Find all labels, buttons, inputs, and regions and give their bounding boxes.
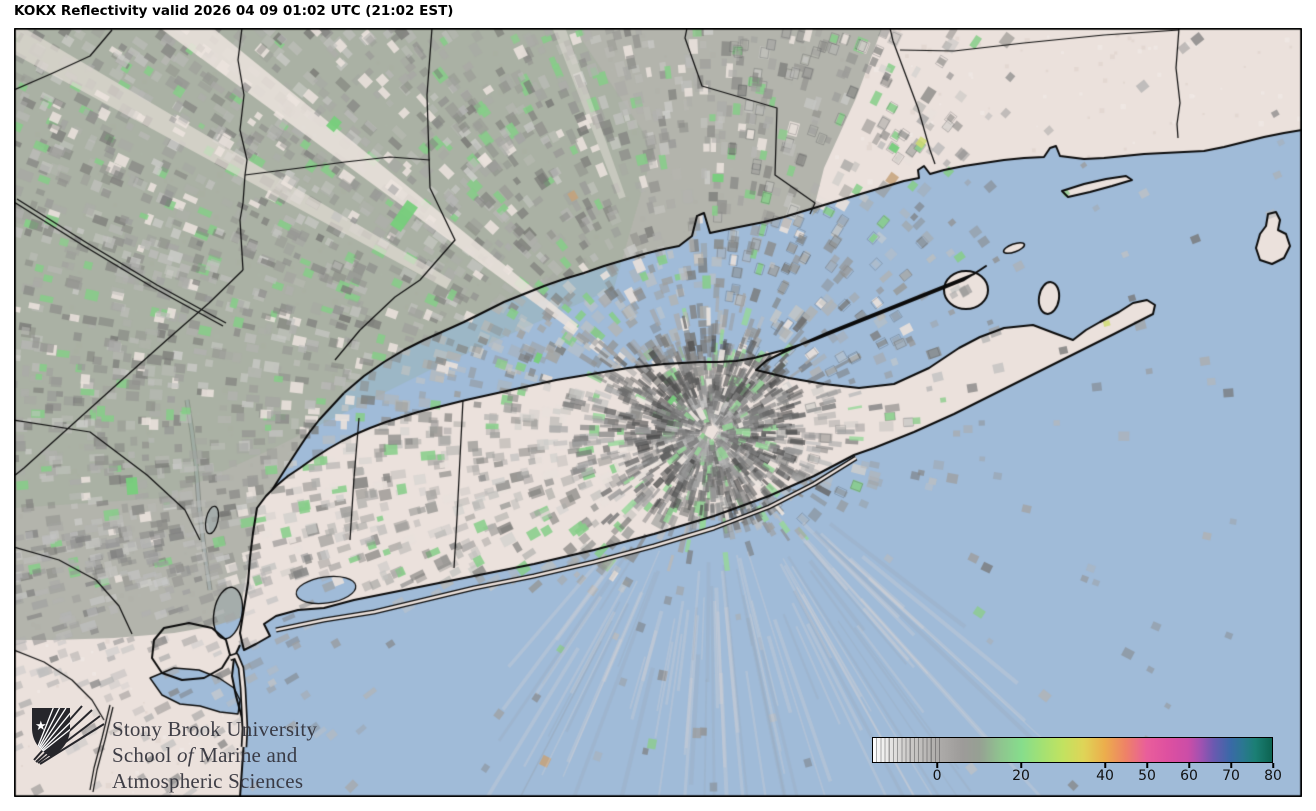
colorbar-tick-label: 20 [1012,768,1030,784]
colorbar-tick [1230,763,1232,768]
colorbar-tick-label: 60 [1180,768,1198,784]
radar-map: ★ Stony Brook University School of Marin… [14,28,1302,797]
colorbar-tick [1188,763,1190,768]
colorbar-tick [936,763,938,768]
colorbar: 0 20 40 50 60 70 80 [872,737,1282,787]
colorbar-gradient [872,737,1273,763]
colorbar-tick [1104,763,1106,768]
colorbar-tick-label: 50 [1138,768,1156,784]
colorbar-tick [1020,763,1022,768]
colorbar-discrete-steps [873,738,943,762]
figure-title: KOKX Reflectivity valid 2026 04 09 01:02… [14,3,454,19]
stonybrook-logo: ★ Stony Brook University School of Marin… [26,704,317,794]
shield-star-icon: ★ [35,719,47,734]
colorbar-ticks: 0 20 40 50 60 70 80 [872,763,1282,787]
colorbar-tick-label: 80 [1264,768,1282,784]
colorbar-tick [1272,763,1274,768]
stonybrook-shield-icon: ★ [32,705,105,765]
colorbar-tick [1146,763,1148,768]
colorbar-tick-label: 40 [1096,768,1114,784]
logo-line1: Stony Brook University [112,717,318,741]
logo-line3: Atmospheric Sciences [112,769,304,793]
stonybrook-logo-text: Stony Brook University School of Marine … [112,704,317,794]
logo-line2: School of Marine and [112,743,298,767]
colorbar-tick-label: 70 [1222,768,1240,784]
colorbar-tick-label: 0 [932,768,942,784]
radar-map-canvas [14,28,1302,797]
